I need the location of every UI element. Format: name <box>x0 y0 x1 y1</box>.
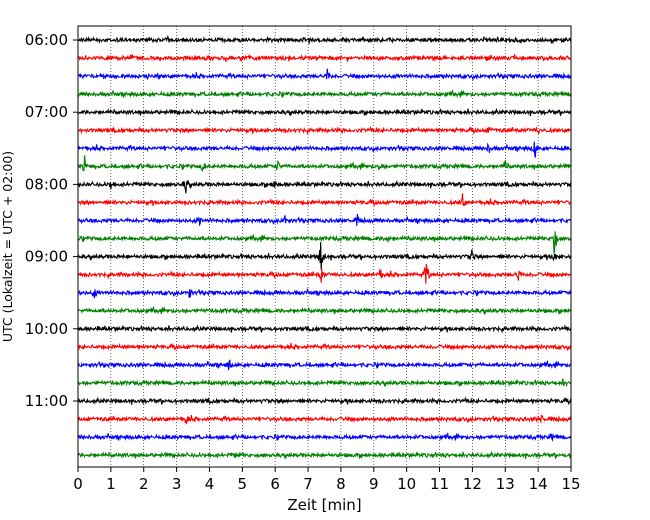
trace-0745 <box>77 155 572 173</box>
plot-frame <box>77 25 572 468</box>
x-tick-label: 5 <box>238 475 248 493</box>
trace-0830 <box>77 213 572 227</box>
x-tick-label: 15 <box>561 475 580 493</box>
y-tick-label: 08:00 <box>25 175 68 193</box>
x-axis-label: Zeit [min] <box>287 496 361 514</box>
trace-0615 <box>77 54 572 63</box>
trace-1000 <box>77 324 572 334</box>
x-tick-label: 11 <box>430 475 449 493</box>
trace-group <box>77 35 572 460</box>
x-tick-label: 12 <box>463 475 482 493</box>
trace-0600 <box>77 35 572 45</box>
y-axis-ticks: 06:00 07:00 08:00 09:00 10:00 11:00 <box>25 31 78 410</box>
trace-0915 <box>77 263 572 284</box>
x-tick-label: 10 <box>397 475 416 493</box>
trace-0700 <box>77 107 572 117</box>
y-tick-label: 11:00 <box>25 392 68 410</box>
trace-0645 <box>77 88 572 99</box>
trace-1100 <box>77 396 572 406</box>
trace-0800 <box>77 179 572 194</box>
x-tick-label: 6 <box>270 475 280 493</box>
trace-1015 <box>77 342 572 351</box>
trace-0730 <box>77 141 572 158</box>
y-tick-label: 07:00 <box>25 103 68 121</box>
trace-1045 <box>77 378 572 388</box>
x-tick-label: 2 <box>139 475 149 493</box>
trace-0815 <box>77 193 572 207</box>
x-tick-label: 8 <box>336 475 346 493</box>
x-tick-label: 9 <box>369 475 379 493</box>
y-axis-label: UTC (Lokalzeit = UTC + 02:00) <box>0 151 15 342</box>
x-tick-label: 14 <box>529 475 548 493</box>
trace-0630 <box>77 68 572 81</box>
x-tick-label: 3 <box>172 475 182 493</box>
x-tick-label: 4 <box>205 475 215 493</box>
trace-1130 <box>77 431 572 442</box>
trace-1115 <box>77 414 572 425</box>
x-tick-label: 1 <box>106 475 116 493</box>
y-tick-label: 10:00 <box>25 320 68 338</box>
x-tick-label: 13 <box>496 475 515 493</box>
trace-0930 <box>77 288 572 299</box>
x-tick-label: 7 <box>303 475 313 493</box>
trace-1145 <box>77 450 572 460</box>
trace-1030 <box>77 359 572 371</box>
y-tick-label: 09:00 <box>25 248 68 266</box>
x-tick-label: 0 <box>73 475 83 493</box>
trace-0845 <box>77 231 572 255</box>
trace-0945 <box>77 305 572 316</box>
y-tick-label: 06:00 <box>25 31 68 49</box>
x-axis-ticks: 0 1 2 3 4 5 6 7 8 9 10 11 12 13 14 15 <box>73 467 581 493</box>
trace-0715 <box>77 125 572 136</box>
trace-0900 <box>77 242 572 270</box>
